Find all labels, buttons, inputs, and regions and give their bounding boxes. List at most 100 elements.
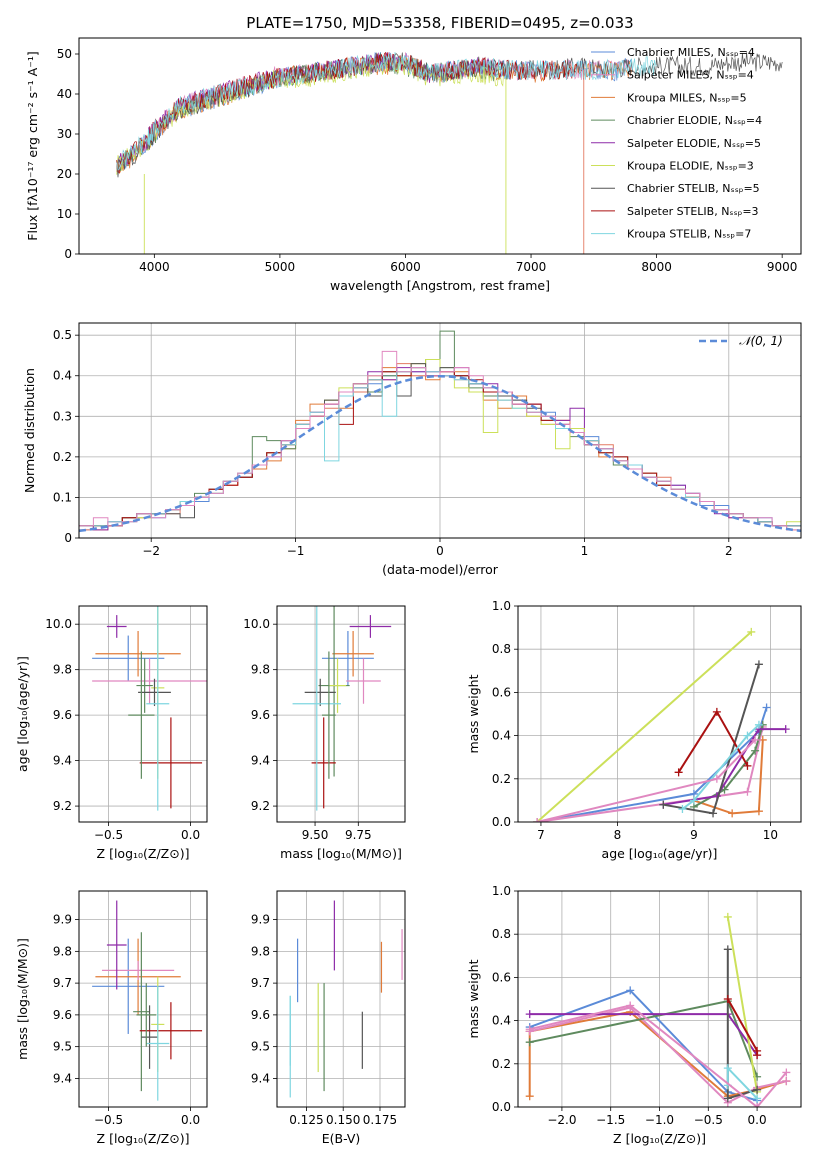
- weight-series-line: [529, 1000, 759, 1078]
- y-tick-label: 9.8: [53, 944, 72, 958]
- legend-label: Kroupa MILES, Nₛₛₚ=5: [627, 91, 747, 104]
- spectrum-series-line: [116, 55, 507, 175]
- plot-area: [92, 606, 207, 811]
- x-axis-label: age [log₁₀(age/yr)]: [602, 846, 718, 861]
- x-axis-label: wavelength [Angstrom, rest frame]: [330, 278, 550, 293]
- weight-point-marker: [525, 1010, 534, 1019]
- weight-point-marker: [533, 818, 542, 822]
- weight-series-line: [726, 916, 759, 1093]
- y-tick-label: 9.4: [251, 1071, 270, 1085]
- weight-point-marker: [723, 1094, 732, 1103]
- weight-point-marker: [659, 800, 668, 809]
- weight-point-marker: [754, 807, 763, 816]
- plot-area: [79, 330, 801, 533]
- axis-frame: [276, 890, 406, 1108]
- weight-point-marker: [525, 1025, 534, 1034]
- y-tick-label: 9.5: [53, 1040, 72, 1054]
- weight-point-marker: [753, 1085, 762, 1094]
- figure-title: PLATE=1750, MJD=53358, FIBERID=0495, z=0…: [246, 14, 633, 32]
- spectrum-series-line: [116, 55, 632, 175]
- legend-label: Kroupa ELODIE, Nₛₛₚ=3: [627, 160, 754, 173]
- axis-frame: [78, 322, 802, 539]
- axis-frame: [276, 605, 406, 823]
- weight-point-marker: [754, 660, 763, 669]
- plot-area: [116, 51, 783, 254]
- x-tick-label: 0.150: [326, 1113, 360, 1127]
- weight-point-marker: [678, 805, 687, 814]
- panel-residuals: −2 −1 0 1 2 0 0.1 0.2 0.3 0.4 0.5 (data-model)/erro…: [22, 322, 802, 577]
- y-axis-label: mass weight: [466, 674, 481, 753]
- weight-series-line: [693, 739, 764, 815]
- legend-label: Chabrier STELIB, Nₛₛₚ=5: [627, 182, 760, 195]
- y-tick-label: 9.8: [251, 944, 270, 958]
- y-tick-label: 20: [57, 167, 72, 181]
- weight-point-marker: [723, 912, 732, 921]
- y-tick-label: 0: [64, 531, 72, 545]
- weight-series-line: [681, 724, 760, 810]
- y-tick-label: 0.2: [492, 1057, 511, 1071]
- plot-area: [533, 627, 790, 822]
- panel-age-vs-z: −0.5 0.0 9.2 9.4 9.6 9.8 10.0 Z [log₁₀(Z/Z⊙)] ag…: [15, 605, 208, 861]
- y-tick-label: 0.4: [492, 729, 511, 743]
- x-axis-label: E(B-V): [322, 1131, 361, 1146]
- y-axis-label: mass weight: [466, 959, 481, 1038]
- legend-label: 𝒩(0, 1): [739, 334, 783, 348]
- weight-series-line: [529, 989, 758, 1102]
- weight-point-marker: [712, 707, 721, 716]
- x-axis-label: Z [log₁₀(Z/Z⊙)]: [97, 846, 190, 861]
- panel-mass-vs-ebv: 0.125 0.150 0.175 9.4 9.5 9.6 9.7 9.8 9.9 E(B-V): [251, 890, 406, 1146]
- weight-point-marker: [723, 995, 732, 1003]
- y-tick-label: 1.0: [492, 884, 511, 898]
- y-axis-label: age [log₁₀(age/yr)]: [15, 656, 30, 772]
- weight-point-marker: [743, 787, 752, 796]
- weight-point-marker: [754, 720, 763, 729]
- x-tick-label: 9000: [767, 260, 798, 274]
- weight-point-marker: [753, 1103, 762, 1107]
- y-tick-label: 10.0: [45, 617, 72, 631]
- x-tick-label: −0.5: [94, 1113, 123, 1127]
- weight-point-marker: [781, 725, 790, 734]
- panels: 4000 5000 6000 7000 8000 900001020304050wavel…: [15, 37, 802, 1146]
- plot-area: [289, 900, 403, 1098]
- axis-frame: [78, 605, 208, 823]
- weight-series-line: [529, 1004, 788, 1107]
- y-tick-label: 0.6: [492, 970, 511, 984]
- y-tick-label: 9.4: [53, 754, 72, 768]
- weight-point-marker: [525, 1092, 534, 1101]
- weight-point-marker: [525, 1038, 534, 1047]
- x-tick-label: −2.0: [547, 1113, 576, 1127]
- weight-series-line: [536, 631, 752, 822]
- weight-point-marker: [743, 731, 752, 740]
- x-axis-label: (data-model)/error: [382, 562, 499, 577]
- weight-point-marker: [728, 809, 737, 818]
- y-tick-label: 9.9: [53, 913, 72, 927]
- y-tick-label: 10: [57, 207, 72, 221]
- x-tick-label: −1.5: [596, 1113, 625, 1127]
- weight-point-marker: [762, 703, 771, 712]
- weight-point-marker: [723, 945, 732, 954]
- x-tick-label: 1: [581, 544, 589, 558]
- y-tick-label: 0.1: [53, 490, 72, 504]
- legend-label: Kroupa STELIB, Nₛₛₚ=7: [627, 228, 751, 241]
- weight-point-marker: [723, 1064, 732, 1073]
- x-tick-label: 9.50: [302, 828, 329, 842]
- x-tick-label: −0.5: [94, 828, 123, 842]
- panel-spectrum: 4000 5000 6000 7000 8000 9000 0 10 20 30 40 50 wavel…: [25, 37, 802, 293]
- y-tick-label: 0.3: [53, 409, 72, 423]
- spectrum-series-line: [116, 52, 783, 178]
- plot-area: [92, 900, 203, 1101]
- y-tick-label: 9.7: [53, 976, 72, 990]
- axis-frame: [517, 890, 802, 1108]
- y-tick-label: 9.4: [53, 1071, 72, 1085]
- y-tick-label: 9.6: [53, 708, 72, 722]
- y-axis-label: Normed distribution: [22, 368, 37, 493]
- x-tick-label: 2: [725, 544, 733, 558]
- spectrum-series-line: [116, 51, 582, 174]
- x-tick-label: 0.125: [289, 1113, 323, 1127]
- x-tick-label: 5000: [265, 260, 296, 274]
- plot-area: [525, 912, 791, 1107]
- x-tick-label: 8000: [641, 260, 672, 274]
- legend-label: Salpeter STELIB, Nₛₛₚ=3: [627, 205, 759, 218]
- legend-label: Salpeter MILES, Nₛₛₚ=4: [627, 69, 754, 82]
- weight-point-marker: [674, 768, 683, 777]
